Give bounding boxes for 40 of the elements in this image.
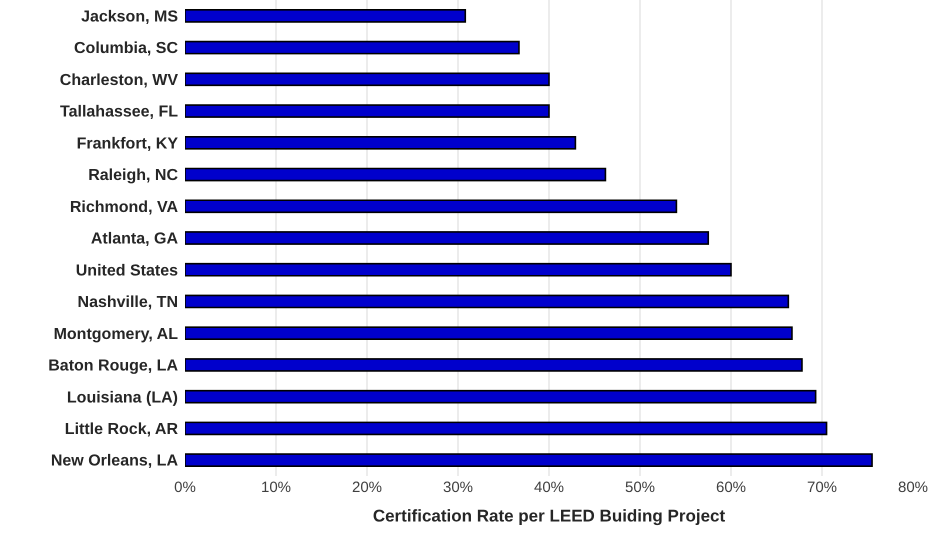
bar (185, 294, 790, 308)
x-tick-label: 40% (534, 479, 564, 496)
bar (185, 453, 873, 467)
y-tick-label: New Orleans, LA (50, 452, 178, 470)
y-tick-label: Jackson, MS (81, 8, 178, 26)
bar (185, 104, 550, 118)
y-tick-label: United States (76, 262, 178, 280)
bar (185, 326, 793, 340)
x-tick-label: 30% (442, 479, 474, 496)
y-tick-label: Little Rock, AR (64, 421, 178, 438)
bar (185, 168, 606, 182)
bar (185, 199, 678, 214)
bar (185, 231, 710, 245)
bar (185, 358, 803, 372)
y-tick-label: Columbia, SC (74, 40, 178, 58)
x-tick-label: 50% (624, 479, 656, 496)
y-tick-label: Nashville, TN (78, 294, 178, 312)
y-tick-label: Frankfort, KY (76, 135, 178, 152)
y-tick-label: Atlanta, GA (90, 230, 178, 248)
y-tick-label: Montgomery, AL (54, 326, 178, 343)
x-tick-label: 70% (806, 479, 838, 496)
x-tick-label: 0% (174, 479, 196, 496)
bar (185, 262, 732, 277)
bar (185, 72, 550, 86)
bar (185, 422, 828, 436)
y-tick-label: Raleigh, NC (88, 167, 178, 184)
x-tick-label: 10% (260, 479, 292, 496)
y-tick-label: Tallahassee, FL (60, 104, 178, 121)
x-tick-label: 80% (898, 479, 928, 496)
x-axis-title: Certification Rate per LEED Buiding Project (372, 506, 726, 526)
bar (185, 40, 520, 54)
bar (185, 9, 466, 23)
y-tick-label: Louisiana (LA) (66, 389, 178, 406)
y-tick-label: Baton Rouge, LA (48, 358, 178, 375)
x-tick-label: 20% (352, 479, 382, 496)
bar (185, 136, 576, 150)
bar (185, 390, 816, 404)
y-tick-label: Charleston, WV (60, 72, 178, 89)
y-tick-label: Richmond, VA (70, 198, 178, 216)
x-tick-label: 60% (716, 479, 746, 496)
